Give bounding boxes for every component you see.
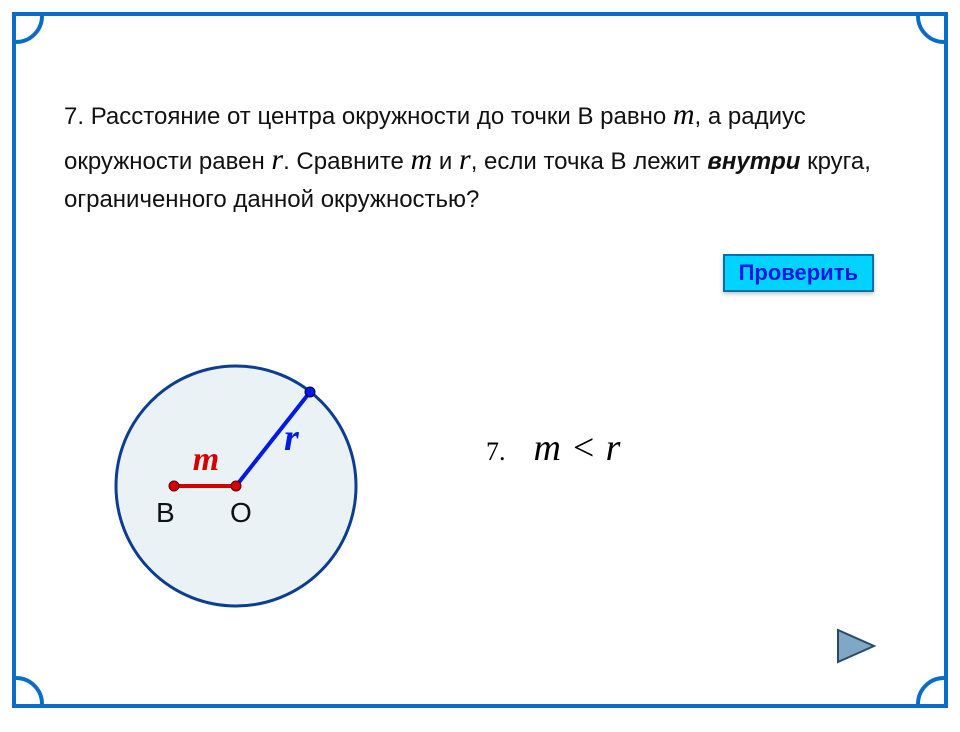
point-on-circle <box>305 387 315 397</box>
slide-frame: 7. Расстояние от центра окружности до то… <box>12 12 948 708</box>
problem-part: Расстояние от центра окружности до точки… <box>91 103 673 130</box>
frame-corner <box>916 0 960 44</box>
circle-diagram: r m О В <box>96 346 376 626</box>
var-m: m <box>411 143 433 176</box>
center-point <box>231 481 241 491</box>
check-button-label: Проверить <box>739 260 858 285</box>
check-button[interactable]: Проверить <box>723 254 874 292</box>
next-arrow-icon[interactable] <box>832 624 882 668</box>
label-b: В <box>156 497 175 528</box>
answer-expression: m < r <box>534 427 621 469</box>
frame-corner <box>0 676 44 732</box>
problem-part: . Сравните <box>283 148 411 175</box>
var-r: r <box>459 143 471 176</box>
label-o: О <box>230 497 252 528</box>
problem-part: , если точка В лежит <box>471 148 708 175</box>
point-b <box>169 481 179 491</box>
problem-text: 7. Расстояние от центра окружности до то… <box>64 92 924 218</box>
var-r: r <box>271 143 283 176</box>
frame-corner <box>0 0 44 44</box>
problem-part: и <box>432 148 459 175</box>
label-m: m <box>193 441 219 478</box>
answer-number: 7. <box>486 437 506 466</box>
answer-block: 7. m < r <box>486 426 620 470</box>
frame-corner <box>916 676 960 732</box>
label-r: r <box>284 417 300 459</box>
problem-emph: внутри <box>707 148 800 175</box>
var-m: m <box>673 98 695 131</box>
problem-number: 7. <box>64 103 84 130</box>
